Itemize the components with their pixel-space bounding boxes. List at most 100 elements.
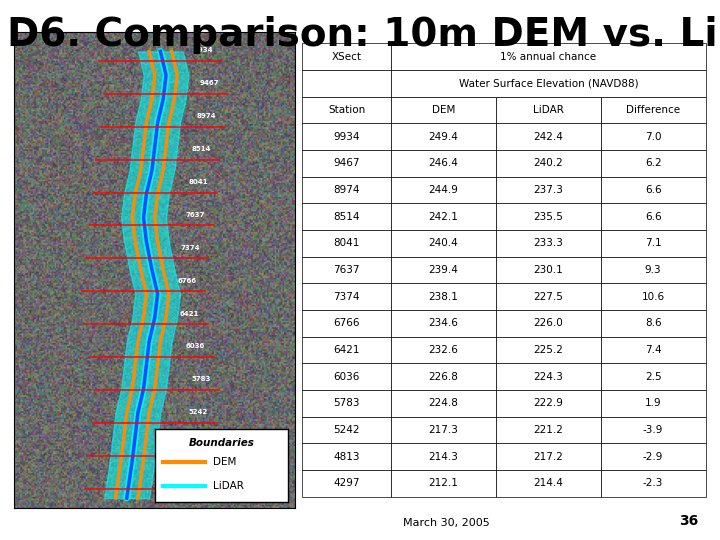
Bar bbox=[600, 230, 706, 256]
Text: 217.3: 217.3 bbox=[428, 425, 459, 435]
Text: DEM: DEM bbox=[432, 105, 455, 115]
Text: Station: Station bbox=[328, 105, 365, 115]
Text: 5783: 5783 bbox=[192, 376, 211, 382]
Text: 6.6: 6.6 bbox=[645, 185, 662, 195]
Bar bbox=[391, 203, 496, 230]
Text: 7374: 7374 bbox=[333, 292, 360, 302]
Bar bbox=[391, 363, 496, 390]
Bar bbox=[600, 123, 706, 150]
Bar bbox=[391, 70, 706, 97]
Bar bbox=[302, 43, 391, 70]
Text: 7637: 7637 bbox=[186, 212, 205, 218]
Text: 7.4: 7.4 bbox=[645, 345, 662, 355]
Bar bbox=[302, 470, 391, 497]
Text: 9934: 9934 bbox=[194, 48, 214, 53]
Text: 8514: 8514 bbox=[192, 146, 211, 152]
Text: 240.2: 240.2 bbox=[534, 158, 563, 168]
Bar bbox=[496, 443, 600, 470]
Text: 221.2: 221.2 bbox=[534, 425, 563, 435]
Text: 6.2: 6.2 bbox=[645, 158, 662, 168]
Text: 8974: 8974 bbox=[197, 113, 217, 119]
Text: 225.2: 225.2 bbox=[534, 345, 563, 355]
Text: -2.9: -2.9 bbox=[643, 452, 663, 462]
Bar bbox=[600, 256, 706, 284]
Text: 242.4: 242.4 bbox=[534, 132, 563, 141]
Text: Boundaries: Boundaries bbox=[189, 438, 254, 448]
Bar bbox=[496, 310, 600, 337]
Bar bbox=[302, 390, 391, 417]
Text: 214.3: 214.3 bbox=[428, 452, 459, 462]
Text: 214.4: 214.4 bbox=[534, 478, 563, 489]
Text: 230.1: 230.1 bbox=[534, 265, 563, 275]
Text: 9.3: 9.3 bbox=[645, 265, 662, 275]
Text: 6.6: 6.6 bbox=[645, 212, 662, 221]
Text: 4813: 4813 bbox=[333, 452, 360, 462]
Text: 232.6: 232.6 bbox=[428, 345, 459, 355]
Bar bbox=[496, 230, 600, 256]
Text: 217.2: 217.2 bbox=[534, 452, 563, 462]
Text: 226.8: 226.8 bbox=[428, 372, 459, 382]
Text: 6421: 6421 bbox=[180, 310, 199, 316]
Text: Difference: Difference bbox=[626, 105, 680, 115]
Bar bbox=[600, 203, 706, 230]
Text: 2.5: 2.5 bbox=[645, 372, 662, 382]
Text: 7.1: 7.1 bbox=[645, 238, 662, 248]
Bar bbox=[302, 310, 391, 337]
Text: 4813: 4813 bbox=[183, 442, 202, 448]
Bar bbox=[302, 443, 391, 470]
Text: 7.0: 7.0 bbox=[645, 132, 662, 141]
Text: 1% annual chance: 1% annual chance bbox=[500, 51, 596, 62]
Bar bbox=[302, 256, 391, 284]
Bar bbox=[391, 443, 496, 470]
Text: LiDAR: LiDAR bbox=[533, 105, 564, 115]
Text: 244.9: 244.9 bbox=[428, 185, 459, 195]
Text: March 30, 2005: March 30, 2005 bbox=[403, 518, 490, 528]
Text: 9467: 9467 bbox=[199, 80, 219, 86]
Bar bbox=[496, 390, 600, 417]
Text: D6. Comparison: 10m DEM vs. Li.DAR: D6. Comparison: 10m DEM vs. Li.DAR bbox=[7, 16, 720, 54]
Bar bbox=[391, 470, 496, 497]
Bar bbox=[302, 70, 391, 97]
Text: 227.5: 227.5 bbox=[534, 292, 563, 302]
Text: 7374: 7374 bbox=[180, 245, 199, 251]
Bar bbox=[391, 230, 496, 256]
Bar bbox=[391, 390, 496, 417]
Bar bbox=[302, 203, 391, 230]
Text: 237.3: 237.3 bbox=[534, 185, 563, 195]
Bar bbox=[302, 150, 391, 177]
Text: 242.1: 242.1 bbox=[428, 212, 459, 221]
Bar bbox=[391, 337, 496, 363]
Text: 224.3: 224.3 bbox=[534, 372, 563, 382]
Bar bbox=[496, 97, 600, 123]
Text: DEM: DEM bbox=[213, 457, 237, 467]
Bar bbox=[391, 310, 496, 337]
Text: Water Surface Elevation (NAVD88): Water Surface Elevation (NAVD88) bbox=[459, 78, 638, 88]
Bar bbox=[302, 177, 391, 203]
Text: -3.9: -3.9 bbox=[643, 425, 663, 435]
Bar bbox=[496, 337, 600, 363]
Bar bbox=[302, 363, 391, 390]
Text: 5242: 5242 bbox=[333, 425, 360, 435]
Text: 233.3: 233.3 bbox=[534, 238, 563, 248]
Bar bbox=[496, 417, 600, 443]
Text: 8974: 8974 bbox=[333, 185, 360, 195]
Bar bbox=[600, 97, 706, 123]
Bar bbox=[600, 363, 706, 390]
Bar bbox=[391, 284, 496, 310]
Bar bbox=[302, 337, 391, 363]
Bar bbox=[302, 123, 391, 150]
Bar bbox=[600, 337, 706, 363]
Text: 235.5: 235.5 bbox=[534, 212, 563, 221]
Text: 8514: 8514 bbox=[333, 212, 360, 221]
Bar bbox=[302, 417, 391, 443]
Bar bbox=[391, 417, 496, 443]
Bar bbox=[391, 43, 706, 70]
Bar bbox=[600, 310, 706, 337]
Text: 6766: 6766 bbox=[177, 278, 197, 284]
Text: 6036: 6036 bbox=[333, 372, 360, 382]
Bar bbox=[496, 284, 600, 310]
Text: 238.1: 238.1 bbox=[428, 292, 459, 302]
Text: LiDAR: LiDAR bbox=[213, 481, 244, 491]
Text: 8041: 8041 bbox=[189, 179, 208, 185]
Bar bbox=[600, 150, 706, 177]
